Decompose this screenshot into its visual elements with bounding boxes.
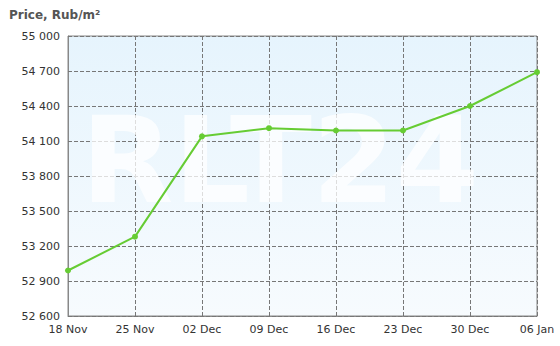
svg-text:53 800: 53 800 bbox=[22, 170, 61, 183]
svg-text:02 Dec: 02 Dec bbox=[183, 323, 222, 336]
svg-text:52 900: 52 900 bbox=[22, 275, 61, 288]
svg-text:RLT24: RLT24 bbox=[81, 91, 479, 230]
svg-text:09 Dec: 09 Dec bbox=[250, 323, 289, 336]
svg-text:25 Nov: 25 Nov bbox=[116, 323, 155, 336]
svg-text:52 600: 52 600 bbox=[22, 310, 61, 323]
svg-text:06 Jan: 06 Jan bbox=[520, 323, 554, 336]
svg-text:30 Dec: 30 Dec bbox=[451, 323, 490, 336]
svg-text:16 Dec: 16 Dec bbox=[317, 323, 356, 336]
svg-text:Price, Rub/m²: Price, Rub/m² bbox=[9, 8, 100, 22]
svg-text:18 Nov: 18 Nov bbox=[49, 323, 88, 336]
svg-text:53 500: 53 500 bbox=[22, 205, 61, 218]
svg-text:54 400: 54 400 bbox=[22, 100, 61, 113]
svg-text:55 000: 55 000 bbox=[22, 30, 61, 43]
svg-text:54 700: 54 700 bbox=[22, 65, 61, 78]
svg-text:53 200: 53 200 bbox=[22, 240, 61, 253]
svg-text:23 Dec: 23 Dec bbox=[384, 323, 423, 336]
svg-text:54 100: 54 100 bbox=[22, 135, 61, 148]
